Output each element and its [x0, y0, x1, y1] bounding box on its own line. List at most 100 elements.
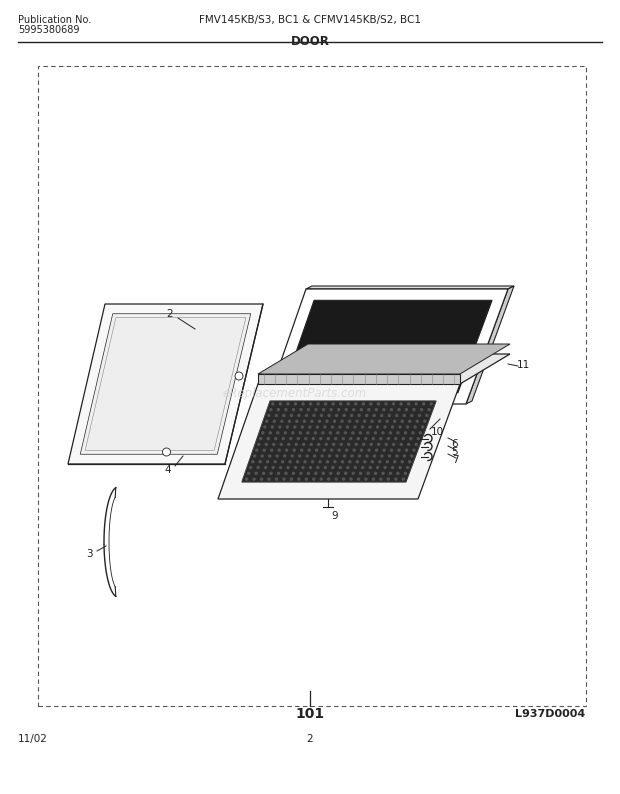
- Text: 5995380689: 5995380689: [18, 25, 79, 35]
- Circle shape: [304, 461, 306, 463]
- Circle shape: [321, 455, 323, 457]
- Circle shape: [394, 420, 396, 422]
- Circle shape: [329, 455, 330, 457]
- Circle shape: [415, 443, 417, 445]
- Circle shape: [258, 443, 260, 445]
- Circle shape: [322, 472, 324, 474]
- Circle shape: [392, 443, 395, 445]
- Circle shape: [418, 414, 420, 417]
- Circle shape: [320, 437, 322, 440]
- Circle shape: [308, 472, 309, 474]
- Circle shape: [398, 409, 400, 410]
- Circle shape: [399, 467, 401, 468]
- Circle shape: [290, 437, 292, 440]
- Circle shape: [317, 467, 319, 468]
- Circle shape: [280, 443, 282, 445]
- Circle shape: [416, 420, 419, 422]
- Circle shape: [345, 409, 347, 410]
- Circle shape: [375, 409, 378, 410]
- Text: DOOR: DOOR: [291, 35, 329, 48]
- Circle shape: [308, 409, 309, 410]
- Circle shape: [394, 461, 396, 463]
- Circle shape: [342, 461, 343, 463]
- Circle shape: [372, 437, 374, 440]
- Circle shape: [350, 437, 352, 440]
- Circle shape: [384, 467, 386, 468]
- Circle shape: [282, 437, 284, 440]
- Circle shape: [322, 432, 324, 434]
- Circle shape: [412, 432, 414, 434]
- Circle shape: [299, 455, 301, 457]
- Circle shape: [280, 403, 281, 405]
- Circle shape: [300, 472, 302, 474]
- Circle shape: [395, 437, 397, 440]
- Circle shape: [368, 449, 370, 451]
- Circle shape: [328, 414, 330, 417]
- Bar: [38, 66, 586, 706]
- Circle shape: [311, 461, 314, 463]
- Circle shape: [414, 426, 416, 428]
- Circle shape: [384, 426, 386, 428]
- Circle shape: [273, 420, 275, 422]
- Circle shape: [413, 409, 415, 410]
- Circle shape: [291, 455, 293, 457]
- Circle shape: [336, 455, 338, 457]
- Circle shape: [315, 409, 317, 410]
- Circle shape: [407, 426, 409, 428]
- Circle shape: [333, 443, 335, 445]
- Circle shape: [265, 467, 267, 468]
- Text: 3: 3: [86, 549, 92, 559]
- Circle shape: [411, 414, 413, 417]
- Text: 9: 9: [332, 511, 339, 521]
- Circle shape: [283, 414, 285, 417]
- Circle shape: [314, 455, 316, 457]
- Circle shape: [385, 403, 387, 405]
- Circle shape: [380, 437, 382, 440]
- Text: 11/02: 11/02: [18, 734, 48, 744]
- Polygon shape: [218, 384, 460, 499]
- Circle shape: [278, 472, 280, 474]
- Circle shape: [273, 443, 275, 445]
- Circle shape: [344, 432, 347, 434]
- Polygon shape: [258, 354, 510, 384]
- Circle shape: [404, 472, 407, 474]
- Circle shape: [286, 426, 288, 428]
- Circle shape: [355, 403, 357, 405]
- Circle shape: [365, 437, 367, 440]
- Circle shape: [395, 478, 397, 480]
- Circle shape: [319, 420, 321, 422]
- Circle shape: [407, 403, 410, 405]
- Circle shape: [385, 443, 387, 445]
- Polygon shape: [104, 488, 116, 596]
- Circle shape: [267, 461, 268, 463]
- Circle shape: [309, 403, 312, 405]
- Circle shape: [330, 409, 332, 410]
- Circle shape: [335, 437, 337, 440]
- Circle shape: [305, 437, 307, 440]
- Circle shape: [338, 449, 340, 451]
- Polygon shape: [466, 286, 514, 404]
- Circle shape: [378, 403, 379, 405]
- Circle shape: [327, 461, 329, 463]
- Circle shape: [316, 449, 317, 451]
- Circle shape: [262, 432, 264, 434]
- Circle shape: [310, 443, 312, 445]
- Circle shape: [397, 472, 399, 474]
- Circle shape: [290, 478, 293, 480]
- Circle shape: [370, 467, 371, 468]
- Circle shape: [410, 437, 412, 440]
- Circle shape: [408, 443, 410, 445]
- Circle shape: [430, 403, 432, 405]
- Circle shape: [321, 414, 322, 417]
- Polygon shape: [282, 300, 492, 393]
- Circle shape: [267, 437, 269, 440]
- Circle shape: [423, 403, 425, 405]
- Circle shape: [401, 420, 403, 422]
- Circle shape: [305, 478, 308, 480]
- Circle shape: [363, 420, 366, 422]
- Circle shape: [426, 414, 428, 417]
- Polygon shape: [242, 401, 436, 482]
- Circle shape: [294, 467, 296, 468]
- Circle shape: [409, 461, 410, 463]
- Circle shape: [392, 467, 394, 468]
